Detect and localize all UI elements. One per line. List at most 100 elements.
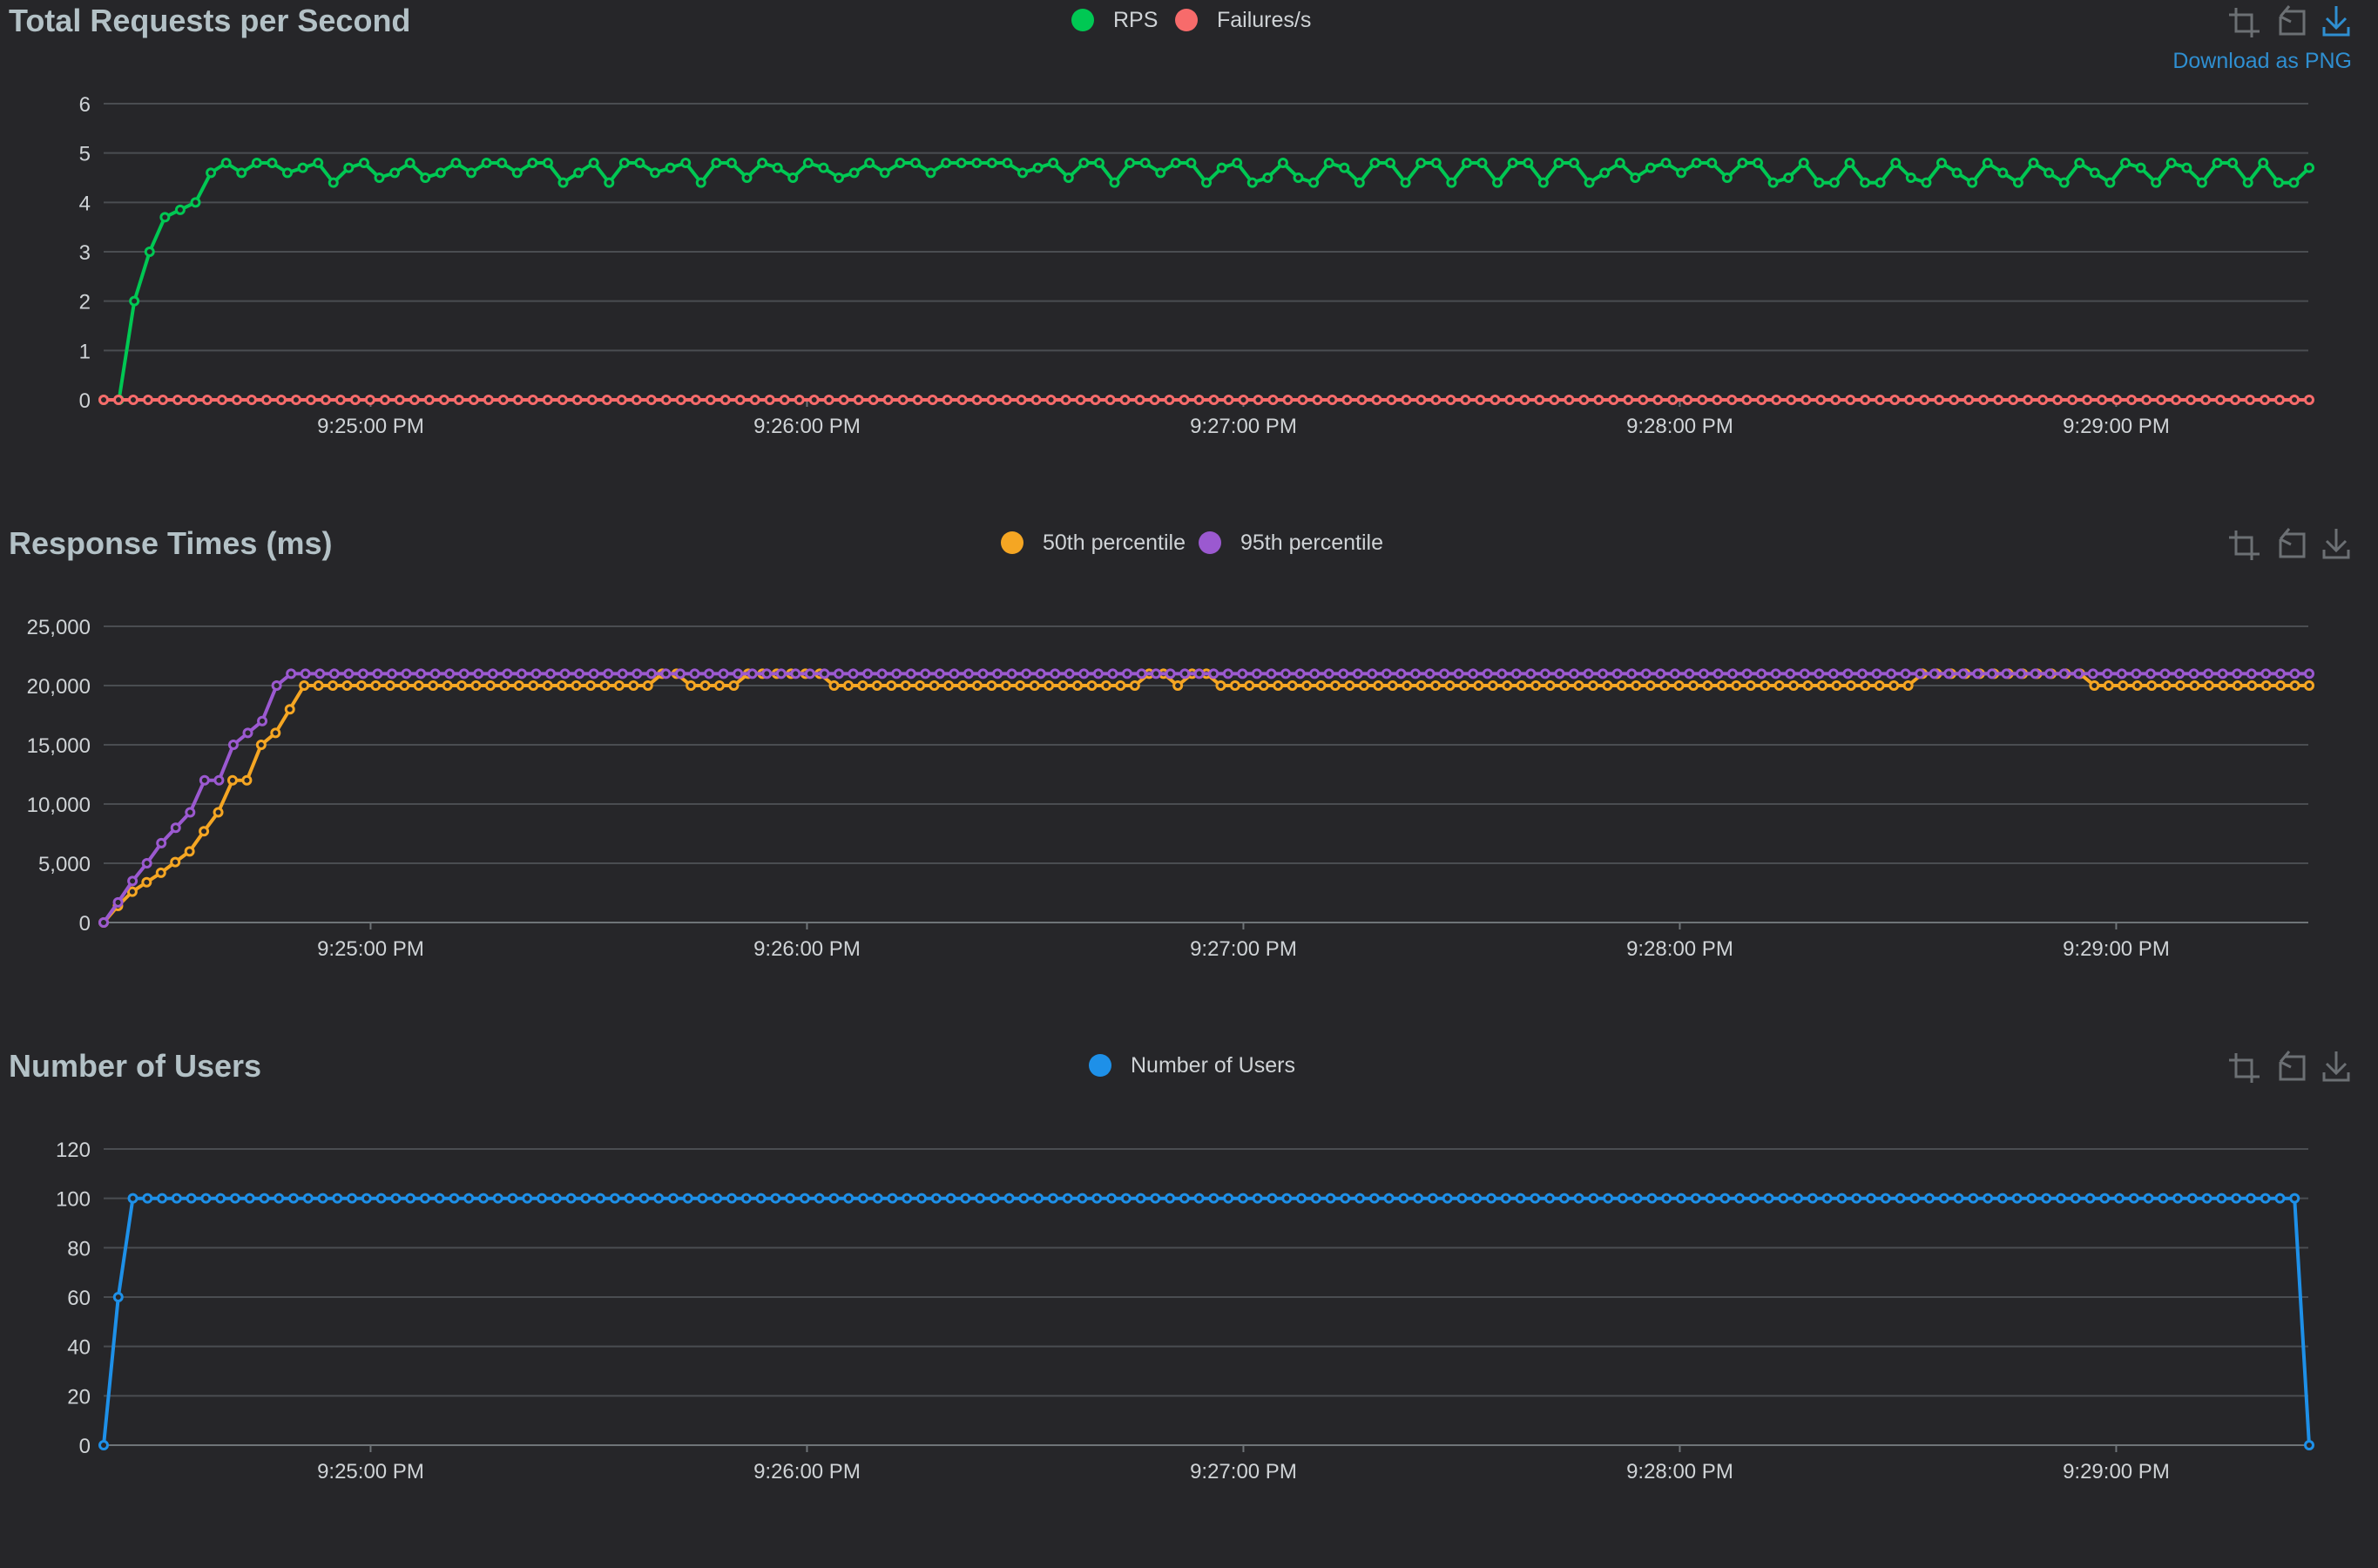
y-tick-label: 0 — [79, 912, 91, 936]
series-line — [104, 161, 2311, 402]
data-point — [726, 158, 737, 168]
data-point — [586, 395, 598, 405]
zoom-icon[interactable] — [2229, 8, 2260, 37]
data-point — [231, 395, 242, 405]
data-point — [2102, 668, 2113, 679]
data-point — [617, 668, 628, 679]
data-point — [1297, 395, 1308, 405]
data-point — [1569, 668, 1579, 679]
data-point — [2055, 1193, 2066, 1204]
data-point — [267, 158, 278, 168]
series-line — [102, 672, 2309, 924]
data-point — [1329, 680, 1341, 691]
data-point — [2203, 680, 2214, 691]
data-point — [1355, 1193, 1366, 1204]
download-icon[interactable] — [2322, 529, 2350, 559]
data-point — [1588, 1193, 1599, 1204]
data-point — [1502, 680, 1513, 691]
data-point — [1737, 158, 1748, 168]
data-point — [444, 668, 456, 679]
data-point — [645, 668, 657, 679]
zoom-icon[interactable] — [2229, 531, 2260, 560]
data-point — [632, 668, 643, 679]
data-point — [895, 158, 906, 168]
data-point — [297, 162, 308, 173]
data-point — [802, 158, 814, 168]
data-point — [2131, 668, 2142, 679]
data-point — [1229, 680, 1240, 691]
data-point — [226, 774, 238, 786]
series-95th-percentile — [98, 668, 2314, 928]
data-point — [497, 158, 508, 168]
legend-item-1[interactable]: 50th percentile — [1001, 531, 1186, 555]
data-point — [172, 395, 183, 405]
download-icon[interactable] — [2322, 1051, 2350, 1082]
data-point — [542, 680, 553, 691]
data-point — [1015, 680, 1026, 691]
data-point — [499, 680, 510, 691]
data-point — [1208, 1193, 1219, 1204]
y-tick-label: 0 — [79, 1435, 91, 1458]
data-point — [1134, 395, 1145, 405]
data-point — [317, 1193, 328, 1204]
data-point — [1929, 668, 1940, 679]
data-point — [1741, 395, 1753, 405]
data-point — [934, 668, 945, 679]
data-point — [838, 395, 849, 405]
data-point — [2087, 668, 2098, 679]
data-point — [343, 162, 355, 173]
data-point — [665, 162, 676, 173]
data-point — [1444, 680, 1456, 691]
data-point — [1165, 668, 1176, 679]
data-point — [1798, 158, 1809, 168]
data-point — [1614, 158, 1625, 168]
data-point — [971, 158, 983, 168]
legend-item-2[interactable]: Failures/s — [1175, 8, 1311, 32]
data-point — [126, 886, 138, 897]
legend-item-1[interactable]: Number of Users — [1089, 1053, 1295, 1078]
data-point — [1109, 177, 1120, 188]
data-point — [2067, 395, 2078, 405]
data-point — [1301, 680, 1313, 691]
data-point — [650, 167, 660, 179]
data-point — [415, 668, 427, 679]
data-point — [542, 158, 553, 168]
data-point — [1430, 395, 1442, 405]
restore-icon[interactable] — [2279, 1051, 2306, 1081]
legend-item-2[interactable]: 95th percentile — [1199, 531, 1383, 555]
restore-icon[interactable] — [2279, 5, 2306, 36]
data-point — [1706, 158, 1718, 168]
data-point — [772, 162, 783, 173]
data-point — [1640, 668, 1652, 679]
data-point — [428, 680, 439, 691]
data-point — [399, 680, 410, 691]
data-point — [1783, 172, 1794, 183]
data-point — [2246, 680, 2258, 691]
data-point — [186, 395, 198, 405]
y-tick-label: 25,000 — [27, 616, 91, 639]
data-point — [713, 680, 725, 691]
data-point — [989, 1193, 1000, 1204]
data-point — [1721, 172, 1733, 183]
data-point — [2260, 668, 2272, 679]
data-point — [1943, 668, 1955, 679]
data-point — [1048, 158, 1059, 168]
data-point — [1179, 395, 1190, 405]
legend-item-1[interactable]: RPS — [1071, 8, 1158, 32]
chart-title: Number of Users — [9, 1048, 261, 1084]
data-point — [1745, 680, 1756, 691]
restore-icon[interactable] — [2279, 528, 2306, 558]
data-point — [420, 172, 431, 183]
x-tick-label: 9:27:00 PM — [1190, 1460, 1297, 1484]
zoom-icon[interactable] — [2229, 1053, 2260, 1083]
data-point — [915, 680, 926, 691]
download-icon[interactable] — [2322, 6, 2350, 37]
data-point — [216, 395, 227, 405]
data-point — [686, 680, 697, 691]
data-point — [557, 177, 569, 188]
data-point — [1978, 395, 1990, 405]
data-point — [1093, 158, 1105, 168]
data-point — [545, 668, 557, 679]
x-tick-label: 9:27:00 PM — [1190, 937, 1297, 961]
data-point — [1676, 167, 1687, 179]
